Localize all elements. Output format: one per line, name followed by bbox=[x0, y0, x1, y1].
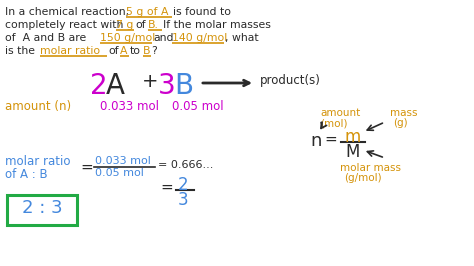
Text: B: B bbox=[174, 72, 193, 100]
Text: 5 g of A: 5 g of A bbox=[126, 7, 168, 17]
Text: B.: B. bbox=[148, 20, 159, 30]
Text: molar mass: molar mass bbox=[340, 163, 401, 173]
Text: =: = bbox=[160, 180, 173, 195]
Text: of  A and B are: of A and B are bbox=[5, 33, 86, 43]
Text: m: m bbox=[345, 128, 361, 146]
Text: 3: 3 bbox=[158, 72, 176, 100]
Text: =: = bbox=[80, 160, 93, 175]
Text: of: of bbox=[108, 46, 118, 56]
Text: 0.05 mol: 0.05 mol bbox=[172, 100, 224, 113]
Text: of: of bbox=[135, 20, 146, 30]
Text: 2 : 3: 2 : 3 bbox=[22, 199, 62, 217]
Text: is found to: is found to bbox=[173, 7, 231, 17]
Text: is the: is the bbox=[5, 46, 35, 56]
Text: M: M bbox=[345, 143, 359, 161]
Text: 150 g/mol: 150 g/mol bbox=[100, 33, 155, 43]
Text: of A : B: of A : B bbox=[5, 168, 47, 181]
Text: 140 g/mol: 140 g/mol bbox=[172, 33, 227, 43]
Text: B: B bbox=[143, 46, 151, 56]
Text: If the molar masses: If the molar masses bbox=[163, 20, 271, 30]
Text: amount: amount bbox=[320, 108, 360, 118]
Text: A: A bbox=[120, 46, 128, 56]
Text: product(s): product(s) bbox=[260, 74, 321, 87]
Text: (mol): (mol) bbox=[320, 118, 347, 128]
Text: A: A bbox=[106, 72, 125, 100]
Text: molar ratio: molar ratio bbox=[5, 155, 71, 168]
Text: 3: 3 bbox=[178, 191, 189, 209]
Text: 0.033 mol: 0.033 mol bbox=[100, 100, 159, 113]
Text: 2: 2 bbox=[90, 72, 108, 100]
Text: =: = bbox=[324, 132, 337, 147]
Text: 0.05 mol: 0.05 mol bbox=[95, 168, 144, 178]
Text: In a chemical reaction,: In a chemical reaction, bbox=[5, 7, 129, 17]
Text: 7 g: 7 g bbox=[116, 20, 133, 30]
Text: = 0.666...: = 0.666... bbox=[158, 160, 213, 170]
Text: amount (n): amount (n) bbox=[5, 100, 71, 113]
Text: and: and bbox=[153, 33, 173, 43]
Text: (g/mol): (g/mol) bbox=[344, 173, 382, 183]
Text: molar ratio: molar ratio bbox=[40, 46, 100, 56]
Text: to: to bbox=[130, 46, 141, 56]
Text: ?: ? bbox=[151, 46, 157, 56]
Text: (g): (g) bbox=[393, 118, 408, 128]
FancyBboxPatch shape bbox=[7, 195, 77, 225]
Text: n: n bbox=[310, 132, 321, 150]
Text: mass: mass bbox=[390, 108, 418, 118]
Text: 0.033 mol: 0.033 mol bbox=[95, 156, 151, 166]
Text: 2: 2 bbox=[178, 176, 189, 194]
Text: , what: , what bbox=[225, 33, 259, 43]
Text: +: + bbox=[142, 72, 158, 91]
Text: completely react with: completely react with bbox=[5, 20, 123, 30]
